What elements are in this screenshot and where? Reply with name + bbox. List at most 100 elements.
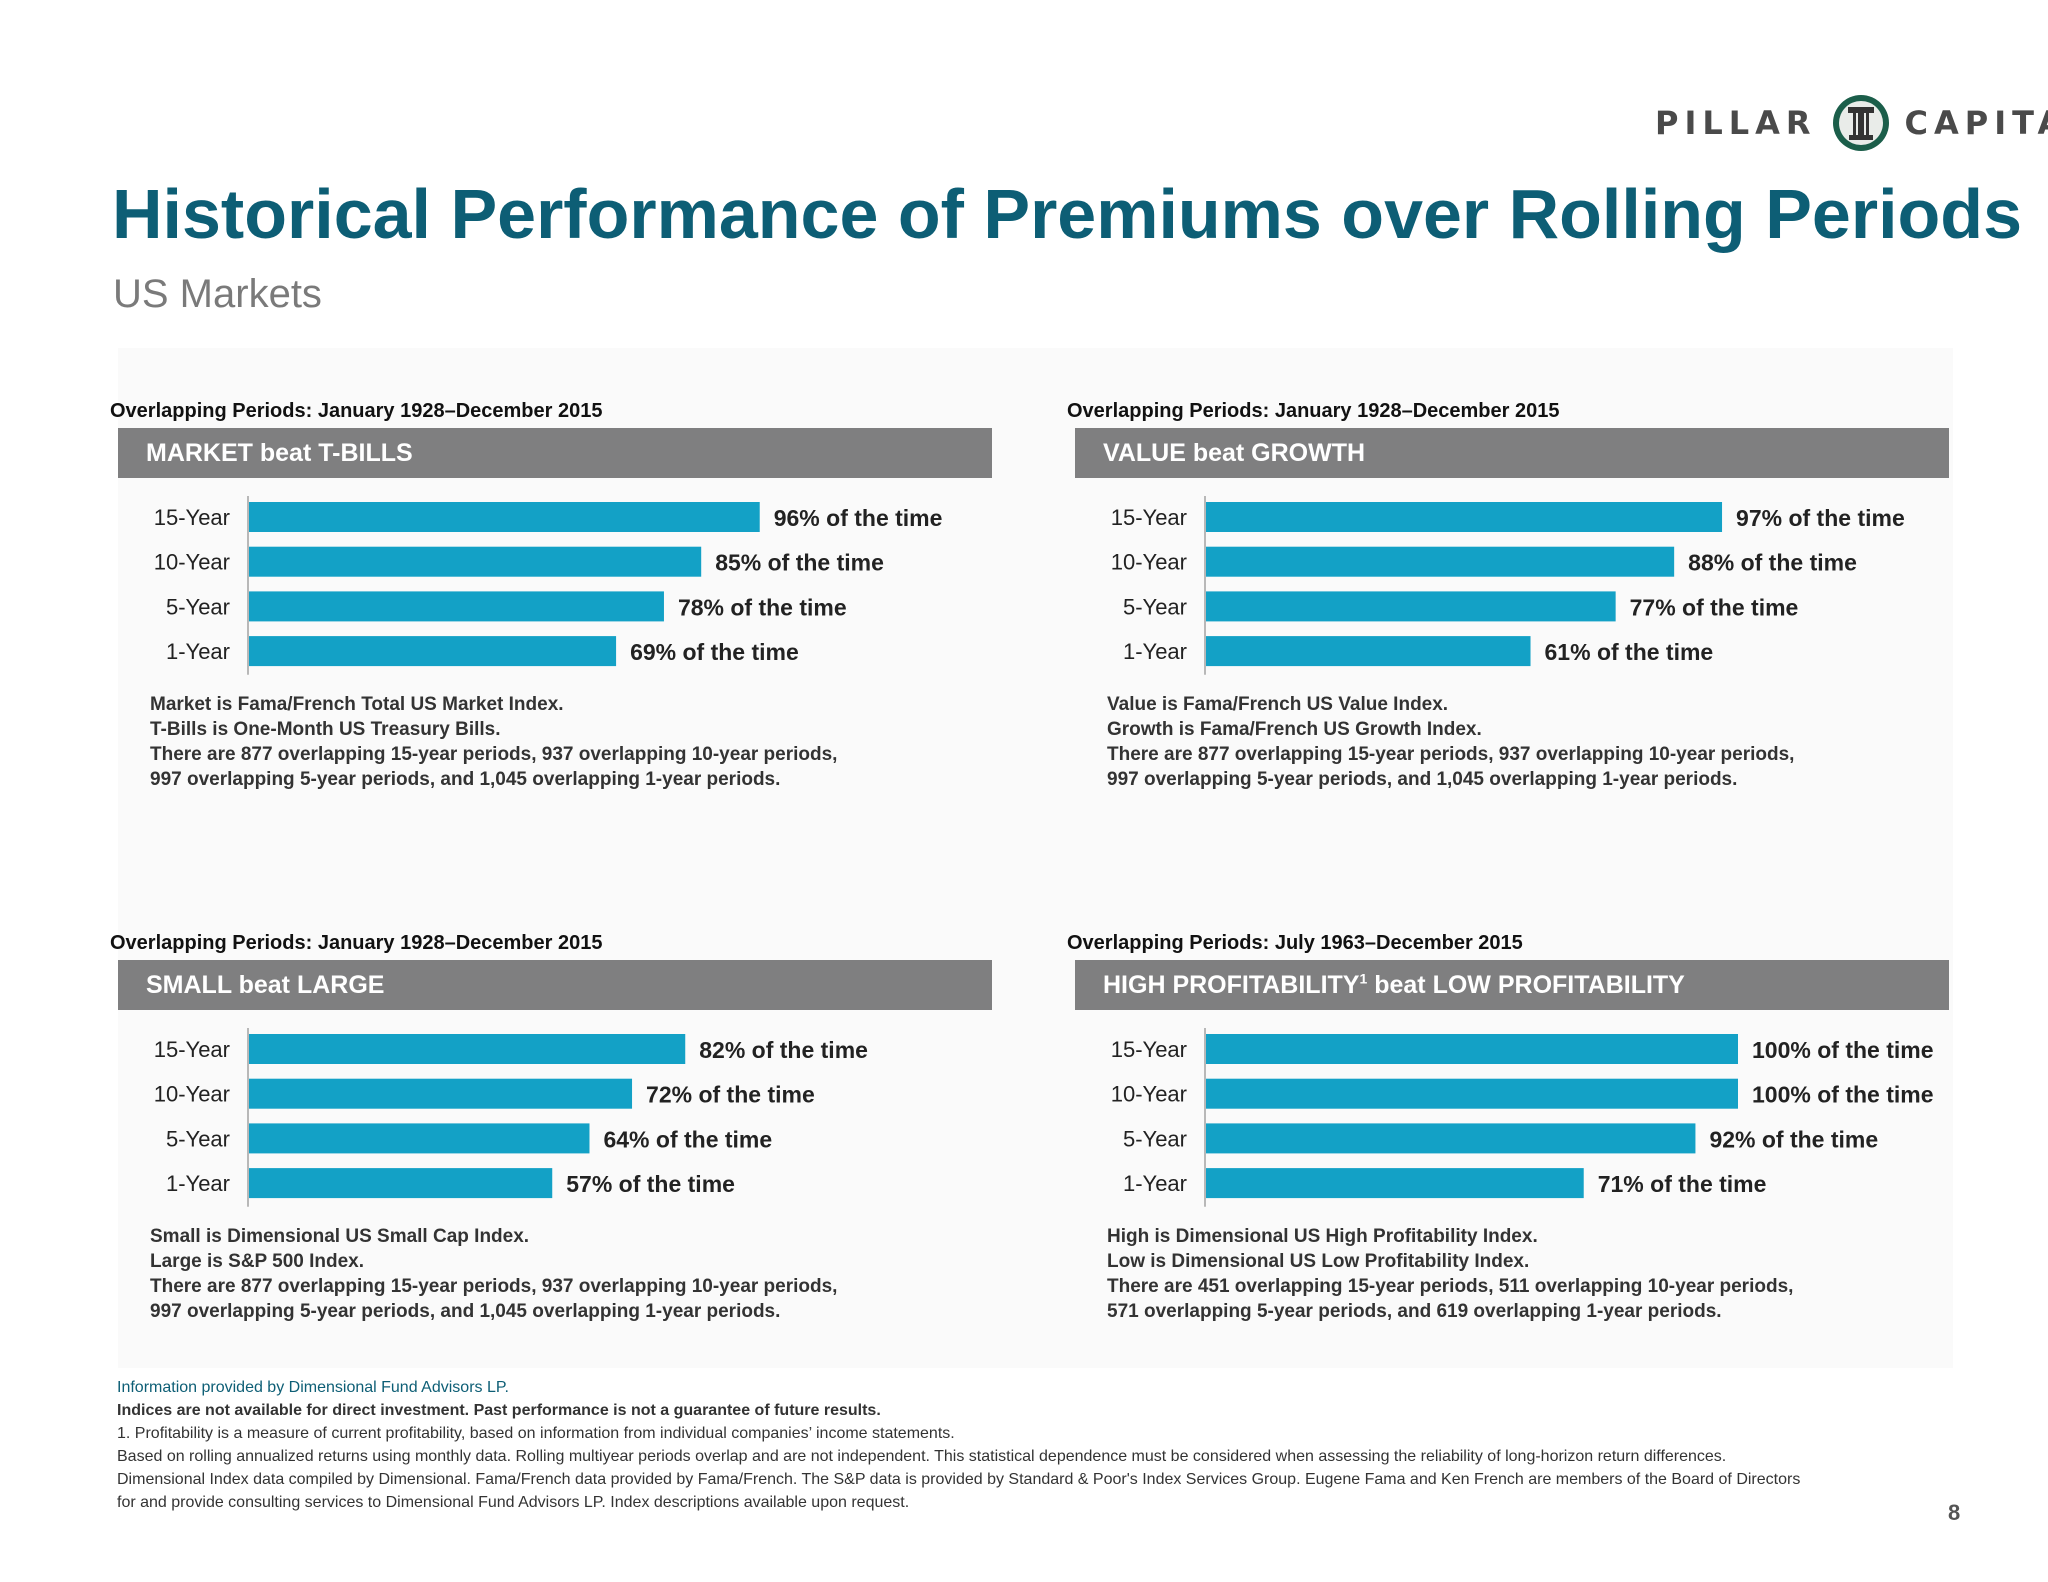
note-line: Market is Fama/French Total US Market In… — [150, 694, 564, 715]
category-label: 5-Year — [166, 594, 230, 619]
chart-title-band: MARKET beat T-BILLS — [118, 428, 992, 478]
bar — [1206, 1168, 1584, 1199]
data-label: 71% of the time — [1598, 1171, 1767, 1197]
note-line: T-Bills is One-Month US Treasury Bills. — [150, 719, 501, 740]
category-label: 1-Year — [1123, 1171, 1187, 1196]
source-note: Information provided by Dimensional Fund… — [117, 1379, 509, 1396]
footnote-line: for and provide consulting services to D… — [117, 1494, 910, 1511]
bar — [249, 591, 664, 622]
bar — [1206, 636, 1531, 667]
chart-title-suffix: beat LOW PROFITABILITY — [1367, 971, 1685, 999]
chart-title: MARKET beat T-BILLS — [146, 439, 413, 467]
data-label: 82% of the time — [699, 1037, 868, 1063]
chart-title: VALUE beat GROWTH — [1103, 439, 1366, 467]
chart-notes: Value is Fama/French US Value Index. Gro… — [1107, 692, 1794, 792]
note-line: Low is Dimensional US Low Profitability … — [1107, 1251, 1530, 1272]
category-label: 5-Year — [1123, 594, 1187, 619]
note-line: There are 877 overlapping 15-year period… — [150, 1276, 838, 1297]
bar-chart-market: 15-Year 96% of the time 10-Year 85% of the … — [154, 496, 943, 675]
data-label: 57% of the time — [566, 1171, 735, 1197]
period-label: Overlapping Periods: July 1963–December … — [1067, 932, 1523, 954]
disclaimer: Indices are not available for direct inv… — [117, 1402, 881, 1419]
company-logo: PILLAR CAPITAL — [1655, 88, 2048, 158]
data-label: 100% of the time — [1752, 1037, 1934, 1063]
data-label: 64% of the time — [603, 1126, 772, 1152]
note-line: There are 877 overlapping 15-year period… — [150, 744, 838, 765]
category-label: 15-Year — [154, 505, 230, 530]
chart-title-band: HIGH PROFITABILITY1 beat LOW PROFITABILI… — [1075, 960, 1949, 1010]
bar — [249, 1123, 590, 1154]
note-line: Small is Dimensional US Small Cap Index. — [150, 1226, 530, 1247]
footnote-line: Based on rolling annualized returns usin… — [117, 1448, 1727, 1465]
data-label: 88% of the time — [1688, 550, 1857, 576]
footer-notes: Information provided by Dimensional Fund… — [117, 1376, 1800, 1514]
data-label: 69% of the time — [630, 639, 799, 665]
logo-word-left: PILLAR — [1655, 104, 1817, 142]
bar — [1206, 1123, 1696, 1154]
note-line: There are 451 overlapping 15-year period… — [1107, 1276, 1794, 1297]
note-line: Large is S&P 500 Index. — [150, 1251, 365, 1272]
bar — [249, 1078, 633, 1109]
period-label: Overlapping Periods: January 1928–Decemb… — [110, 400, 603, 422]
footnote-line: Dimensional Index data compiled by Dimen… — [117, 1471, 1801, 1488]
bar — [1206, 502, 1723, 532]
bar-chart-profitability: 15-Year 100% of the time 10-Year 100% of th… — [1111, 1028, 1934, 1207]
chart-title: HIGH PROFITABILITY — [1103, 971, 1360, 999]
category-label: 10-Year — [154, 550, 230, 575]
bar — [249, 502, 760, 532]
data-label: 78% of the time — [678, 594, 847, 620]
bar-chart-small: 15-Year 82% of the time 10-Year 72% of the … — [154, 1028, 868, 1207]
data-label: 97% of the time — [1736, 505, 1905, 531]
chart-title-footnote: 1 — [1359, 970, 1368, 987]
data-label: 96% of the time — [774, 505, 943, 531]
category-label: 10-Year — [1111, 1082, 1187, 1107]
data-label: 85% of the time — [715, 550, 884, 576]
bar-chart-value: 15-Year 97% of the time 10-Year 88% of the … — [1111, 496, 1905, 675]
category-label: 10-Year — [154, 1082, 230, 1107]
period-label: Overlapping Periods: January 1928–Decemb… — [110, 932, 603, 954]
data-label: 61% of the time — [1545, 639, 1714, 665]
chart-title-band: VALUE beat GROWTH — [1075, 428, 1949, 478]
note-line: 997 overlapping 5-year periods, and 1,04… — [1107, 769, 1738, 790]
bar — [1206, 1034, 1738, 1064]
bar — [249, 1168, 553, 1199]
chart-notes: High is Dimensional US High Profitabilit… — [1107, 1224, 1793, 1324]
category-label: 5-Year — [1123, 1126, 1187, 1151]
note-line: 997 overlapping 5-year periods, and 1,04… — [150, 1301, 781, 1322]
data-label: 92% of the time — [1709, 1126, 1878, 1152]
bar — [249, 636, 617, 667]
bar — [1206, 546, 1675, 577]
category-label: 5-Year — [166, 1126, 230, 1151]
note-line: 571 overlapping 5-year periods, and 619 … — [1107, 1301, 1722, 1322]
bar — [1206, 1078, 1738, 1109]
chart-title-band: SMALL beat LARGE — [118, 960, 992, 1010]
bar — [249, 546, 702, 577]
note-line: Value is Fama/French US Value Index. — [1107, 694, 1449, 715]
bar — [1206, 591, 1616, 622]
data-label: 100% of the time — [1752, 1082, 1934, 1108]
page-subtitle: US Markets — [113, 272, 322, 316]
data-label: 72% of the time — [646, 1082, 815, 1108]
note-line: 997 overlapping 5-year periods, and 1,04… — [150, 769, 781, 790]
period-label: Overlapping Periods: January 1928–Decemb… — [1067, 400, 1560, 422]
footnote-line: 1. Profitability is a measure of current… — [117, 1425, 955, 1442]
category-label: 1-Year — [1123, 639, 1187, 664]
category-label: 1-Year — [166, 639, 230, 664]
note-line: High is Dimensional US High Profitabilit… — [1107, 1226, 1538, 1247]
pillar-emblem-icon — [1832, 95, 1889, 151]
chart-notes: Small is Dimensional US Small Cap Index.… — [150, 1224, 837, 1324]
bar — [249, 1034, 686, 1064]
page-number: 8 — [1948, 1500, 1961, 1525]
page-title: Historical Performance of Premiums over … — [112, 175, 2022, 253]
category-label: 1-Year — [166, 1171, 230, 1196]
category-label: 15-Year — [1111, 1037, 1187, 1062]
data-label: 77% of the time — [1630, 594, 1799, 620]
chart-notes: Market is Fama/French Total US Market In… — [150, 692, 837, 792]
note-line: Growth is Fama/French US Growth Index. — [1107, 719, 1482, 740]
category-label: 15-Year — [1111, 505, 1187, 530]
category-label: 10-Year — [1111, 550, 1187, 575]
logo-word-right: CAPITAL — [1904, 104, 2048, 142]
chart-title: SMALL beat LARGE — [146, 971, 385, 999]
note-line: There are 877 overlapping 15-year period… — [1107, 744, 1795, 765]
category-label: 15-Year — [154, 1037, 230, 1062]
